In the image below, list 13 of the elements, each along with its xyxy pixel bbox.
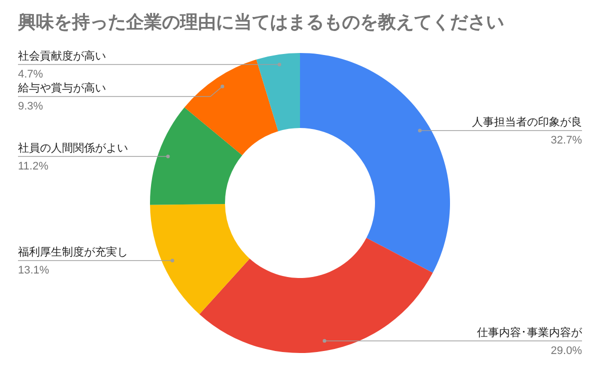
slice-label: 人事担当者の印象が良	[472, 116, 582, 129]
slice-label: 仕事内容･事業内容が	[477, 326, 583, 339]
slice-label: 社員の人間関係がよい	[18, 141, 128, 154]
slice-label: 社会貢献度が高い	[18, 50, 106, 63]
data-label: 9.3%	[18, 100, 44, 113]
data-label: 32.7%	[550, 134, 582, 147]
slice-label: 給与や賞与が高い	[17, 82, 106, 95]
data-label: 11.2%	[18, 160, 49, 172]
data-label: 29.0%	[550, 344, 582, 357]
data-label: 13.1%	[18, 264, 50, 277]
title: 興味を持った企業の理由に当てはまるものを教えてください	[18, 12, 504, 32]
slice-label: 福利厚生制度が充実し	[18, 246, 128, 259]
data-label: 4.7%	[18, 68, 44, 81]
